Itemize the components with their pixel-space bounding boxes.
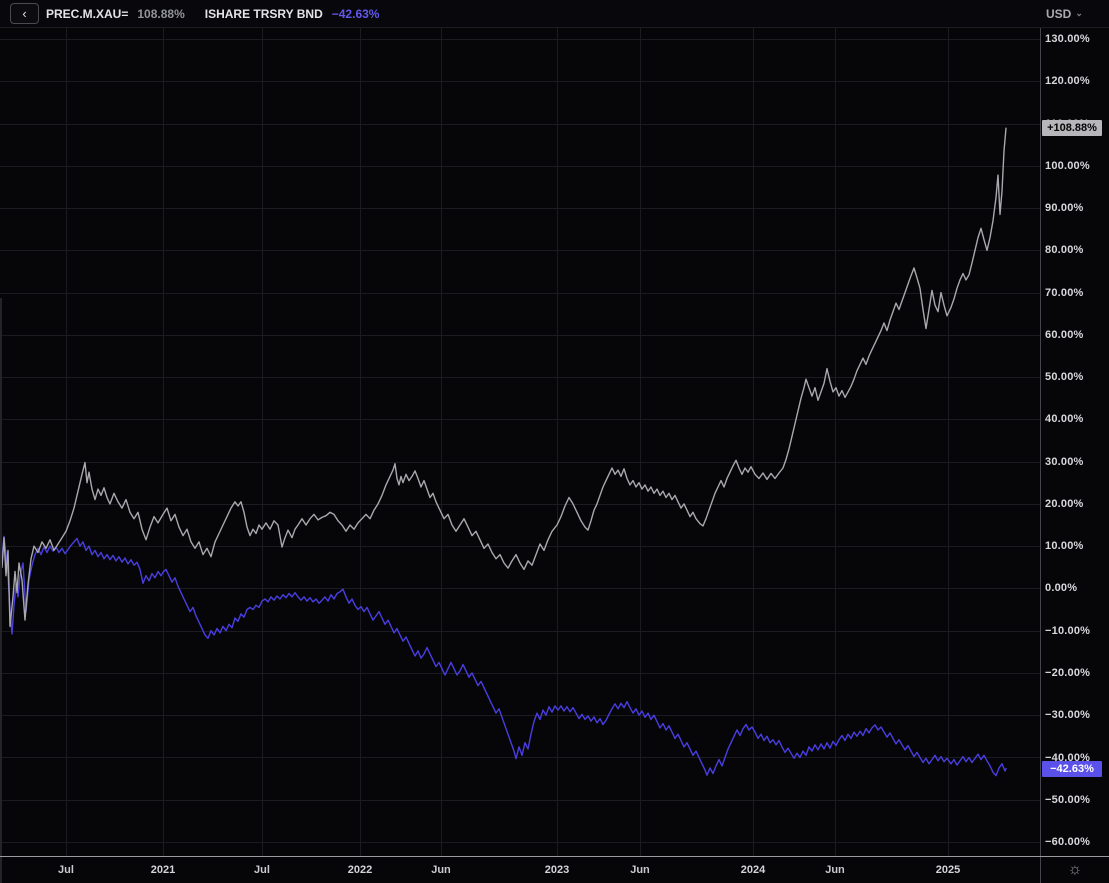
y-tick-label: 120.00% <box>1045 75 1090 88</box>
chevron-down-icon: ⌄ <box>1075 8 1083 18</box>
y-tick-label: 80.00% <box>1045 244 1084 257</box>
y-tick-label: 10.00% <box>1045 540 1084 553</box>
x-tick-label: 2021 <box>150 864 176 876</box>
legend: PREC.M.XAU= 108.88% ISHARE TRSRY BND −42… <box>46 0 399 27</box>
y-tick-label: 30.00% <box>1045 455 1084 468</box>
x-tick-label: Jul <box>254 864 270 876</box>
series-value-gold: 108.88% <box>137 6 185 21</box>
chart-header: ‹ PREC.M.XAU= 108.88% ISHARE TRSRY BND −… <box>0 0 1109 28</box>
x-tick-label: 2025 <box>935 864 961 876</box>
x-tick-label: 2024 <box>740 864 766 876</box>
settings-button[interactable]: ☼ <box>1041 857 1109 883</box>
chart-canvas[interactable] <box>0 28 1040 856</box>
series-name-bond: ISHARE TRSRY BND <box>204 6 323 21</box>
y-tick-label: 70.00% <box>1045 286 1084 299</box>
x-axis-line <box>0 856 1109 857</box>
value-badge-bond: −42.63% <box>1042 760 1102 777</box>
y-tick-label: −20.00% <box>1045 666 1091 679</box>
y-tick-label: 60.00% <box>1045 328 1084 341</box>
y-axis-line <box>1040 0 1041 883</box>
x-axis[interactable]: Jul 2021 Jul 2022 Jun 2023 Jun 2024 Jun 2025 <box>0 857 1040 883</box>
series-value-bond: −42.63% <box>331 6 380 21</box>
y-tick-label: −60.00% <box>1045 836 1091 848</box>
chart-svg <box>0 28 1040 856</box>
y-tick-label: −50.00% <box>1045 793 1091 806</box>
x-tick-label: Jun <box>431 864 451 876</box>
series-name-gold: PREC.M.XAU= <box>46 6 129 21</box>
currency-dropdown[interactable]: USD ⌄ <box>1046 0 1083 27</box>
y-tick-label: 100.00% <box>1045 159 1090 172</box>
y-tick-label: −10.00% <box>1045 624 1091 637</box>
y-tick-label: 50.00% <box>1045 371 1084 384</box>
y-tick-label: −30.00% <box>1045 709 1091 722</box>
legend-item-bond[interactable]: ISHARE TRSRY BND −42.63% <box>205 7 380 21</box>
gridlines <box>0 28 1040 856</box>
x-tick-label: 2023 <box>544 864 570 876</box>
x-tick-label: Jun <box>825 864 845 876</box>
series-line-bond <box>0 535 1007 777</box>
series-line-gold <box>0 127 1007 628</box>
chevron-left-icon: ‹ <box>22 6 27 21</box>
window-edge <box>0 298 2 883</box>
currency-label: USD <box>1046 6 1072 21</box>
y-tick-label: 0.00% <box>1045 582 1078 595</box>
value-badge-gold: +108.88% <box>1042 120 1102 137</box>
back-button[interactable]: ‹ <box>10 3 39 24</box>
y-tick-label: 130.00% <box>1045 33 1090 45</box>
x-tick-label: Jul <box>58 864 74 876</box>
y-tick-label: 20.00% <box>1045 497 1084 510</box>
x-tick-label: 2022 <box>347 864 373 876</box>
y-tick-label: −40.00% <box>1045 751 1091 764</box>
legend-item-gold[interactable]: PREC.M.XAU= 108.88% <box>46 7 185 21</box>
gear-icon: ☼ <box>1067 861 1083 878</box>
x-tick-label: Jun <box>630 864 650 876</box>
y-tick-label: 40.00% <box>1045 413 1084 426</box>
y-tick-label: 90.00% <box>1045 202 1084 214</box>
